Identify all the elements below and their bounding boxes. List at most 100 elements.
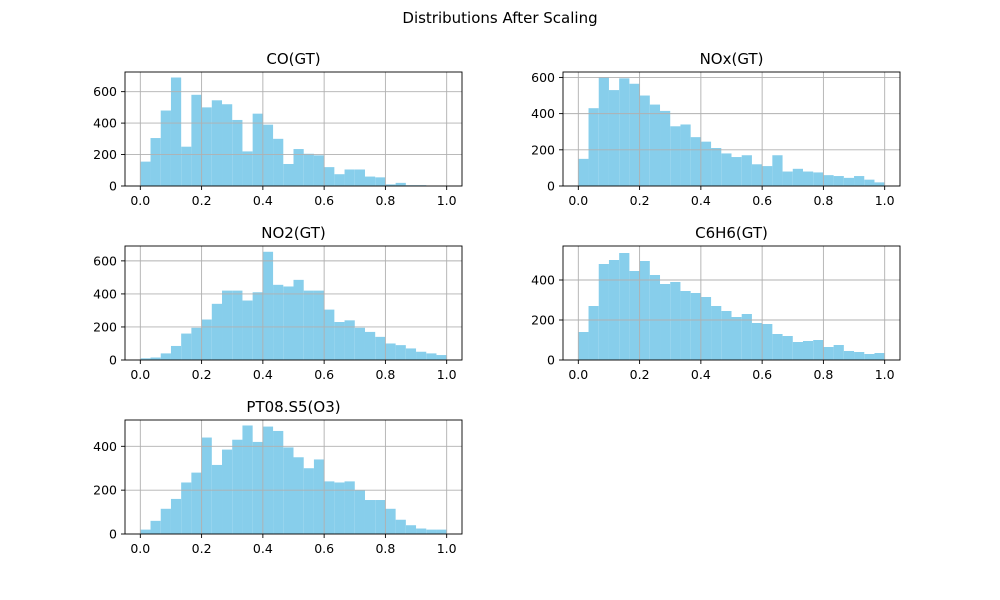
histogram-bar [303,468,314,534]
y-tick-label: 0 [109,179,117,194]
histogram-bar [660,110,671,186]
histogram-bar [313,155,325,186]
histogram-bar [823,175,834,186]
histogram-bar [375,336,386,360]
histogram-bar [762,324,773,360]
subplot-3: 0.0 0.2 0.4 0.6 0.8 1.0 0 200 400 600 NO2(GT) [93,224,463,382]
histogram-bar [375,177,386,186]
histogram-bar [181,333,192,360]
histogram-bar [639,261,650,360]
histogram-bar [741,314,752,360]
histogram-bar [191,327,202,360]
histogram-bar [426,353,437,360]
histogram-bar [792,168,803,186]
x-tick-label: 0.4 [691,193,711,208]
histogram-bar [854,352,865,360]
y-tick-label: 600 [93,253,117,268]
y-tick-label: 600 [93,84,117,99]
histogram-bar [354,490,365,534]
histogram-bar [772,155,783,186]
y-tick-label: 400 [531,273,555,288]
histogram-bar [854,176,865,186]
histogram-bar [813,340,824,360]
subplot-title: C6H6(GT) [695,224,768,242]
x-tick-label: 1.0 [875,193,895,208]
histogram-bar [160,353,171,360]
x-tick-label: 0.4 [253,193,273,208]
histogram-bar [273,430,284,534]
histogram-bar [222,104,233,186]
histogram-bar [874,353,885,360]
histogram-bar [262,124,274,186]
x-tick-label: 0.2 [192,541,212,556]
histogram-bar [711,306,722,360]
histogram-bar [731,157,742,186]
histogram-bar [293,279,304,360]
histogram-bar [283,163,294,186]
axes-frame [562,71,901,187]
histogram-bar [283,286,294,360]
histogram-bar [375,500,386,534]
histogram-bar [181,482,192,534]
x-tick-label: 0.6 [752,193,772,208]
histogram-bar [395,345,406,360]
histogram-bar [772,334,783,360]
histogram-bar [232,119,243,186]
histogram-bar [436,529,447,534]
x-tick-label: 1.0 [437,367,457,382]
histogram-bar [833,176,844,186]
histogram-bar [874,182,885,186]
y-tick-label: 200 [93,483,117,498]
histogram-bar [385,343,396,360]
histogram-bar [660,284,671,360]
histogram-bar [201,107,212,186]
subplot-1: 0.0 0.2 0.4 0.6 0.8 1.0 0 200 400 600 CO(GT) [93,50,463,208]
x-tick-label: 0.0 [130,541,150,556]
histogram-bar [751,164,763,186]
x-tick-label: 0.8 [813,193,833,208]
histogram-bar [273,284,284,360]
histogram-bar [680,291,691,360]
histogram-bar [222,449,233,534]
histogram-bar [283,447,294,534]
histogram-bar [843,351,855,360]
histogram-bar [313,459,325,534]
x-tick-label: 0.2 [630,193,650,208]
histogram-bar [680,124,691,186]
histogram-bar [416,351,427,360]
histogram-bar [588,108,599,186]
histogram-bar [324,309,335,360]
histogram-bar [385,184,396,186]
x-tick-label: 0.4 [253,541,273,556]
x-tick-label: 0.8 [375,367,395,382]
histogram-bar [690,137,701,186]
histogram-bar [405,348,417,360]
histogram-bar [262,426,274,534]
x-tick-label: 0.8 [813,367,833,382]
axes-frame [124,419,463,535]
histogram-bar [416,528,427,534]
x-tick-label: 0.4 [253,367,273,382]
y-tick-label: 0 [109,353,117,368]
x-tick-label: 1.0 [875,367,895,382]
x-tick-label: 0.0 [130,367,150,382]
histogram-bar [324,167,335,186]
histogram-bar [303,153,314,186]
histogram-bar [211,464,223,534]
y-tick-label: 400 [93,116,117,131]
histogram-bar [792,342,803,360]
histogram-bar [242,151,253,186]
histogram-bar [598,77,609,186]
histogram-bar [405,525,417,534]
histogram-bar [201,437,212,534]
histogram-bar [813,172,824,186]
histogram-bar [252,292,263,360]
y-tick-label: 600 [531,70,555,85]
axes-frame [124,71,463,187]
subplot-title: NO2(GT) [261,224,326,242]
histogram-bar [354,169,365,186]
histogram-bar [639,95,650,186]
y-tick-label: 0 [109,527,117,542]
figure-title: Distributions After Scaling [402,9,598,27]
histogram-bar [608,260,620,360]
